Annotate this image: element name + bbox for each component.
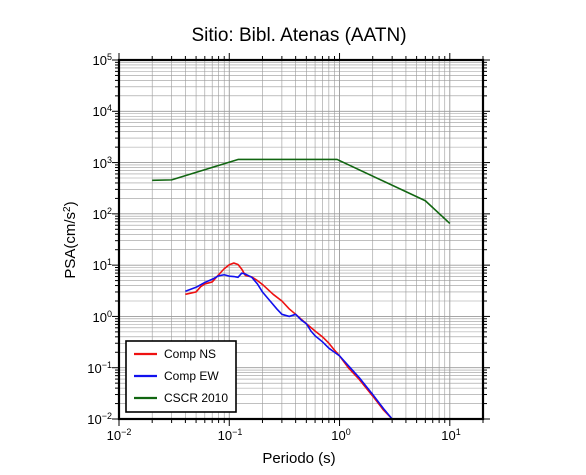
series-layer [152, 158, 451, 420]
y-tick-label-6: 103 [93, 155, 112, 171]
x-tick-label-2: 10−1 [218, 427, 243, 443]
x-axis-label: Periodo (s) [262, 450, 335, 467]
x-tick-label-3: 100 [331, 427, 350, 443]
legend-label-comp-ew: Comp EW [164, 369, 219, 383]
x-tick-label-1: 10−2 [107, 427, 132, 443]
y-axis-label: PSA(cm/s2) [62, 201, 80, 278]
chart-title: Sitio: Bibl. Atenas (AATN) [191, 25, 406, 46]
y-tick-label-7: 104 [93, 103, 112, 119]
x-tick-label-4: 101 [441, 427, 460, 443]
y-tick-labels: 10−2 10−1 100 101 102 103 104 105 [87, 52, 112, 427]
x-tick-labels: 10−2 10−1 100 101 [107, 427, 461, 443]
series-line-cscr-2010 [152, 158, 451, 225]
legend: Comp NS Comp EW CSCR 2010 [125, 340, 237, 413]
y-tick-label-5: 102 [93, 206, 112, 222]
y-tick-label-1: 10−2 [87, 411, 112, 427]
legend-label-cscr-2010: CSCR 2010 [164, 391, 228, 405]
plot-frame [117, 58, 485, 421]
y-tick-label-8: 105 [93, 52, 112, 68]
grid-lines [118, 59, 484, 420]
series-line-comp-ew [185, 272, 393, 420]
y-tick-label-2: 10−1 [87, 360, 112, 376]
ticks [112, 53, 490, 426]
y-tick-label-4: 101 [93, 257, 112, 273]
y-tick-label-3: 100 [93, 309, 112, 325]
legend-label-comp-ns: Comp NS [164, 347, 216, 361]
